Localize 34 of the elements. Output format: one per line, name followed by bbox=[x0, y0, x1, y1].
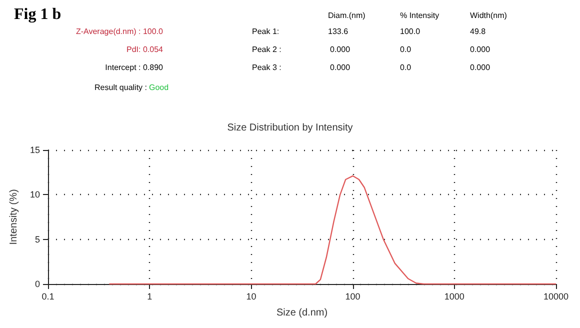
text: 0.0 bbox=[400, 44, 412, 55]
y-tick-label: 5 bbox=[34, 234, 40, 244]
text: Peak 1: bbox=[252, 26, 280, 37]
caption: Fig 1 b bbox=[14, 6, 62, 24]
text: Width(nm) bbox=[470, 10, 507, 21]
y-axis-title: Intensity (%) bbox=[8, 189, 20, 245]
text: Z-Average(d.nm) : 100.0 bbox=[76, 26, 163, 37]
text: 100.0 bbox=[400, 26, 420, 37]
text: Intercept : 0.890 bbox=[105, 62, 163, 73]
text: 49.8 bbox=[470, 26, 486, 37]
y-tick-label: 10 bbox=[30, 190, 40, 200]
text: Result quality : bbox=[94, 82, 147, 93]
x-tick-label: 1 bbox=[147, 292, 152, 302]
x-tick-label: 10000 bbox=[543, 292, 569, 302]
text: 0.000 bbox=[330, 62, 350, 73]
x-tick-label: 0.1 bbox=[42, 292, 54, 302]
text: Peak 2 : bbox=[252, 44, 282, 55]
text: 133.6 bbox=[328, 26, 348, 37]
x-tick-label: 10 bbox=[246, 292, 256, 302]
text: Diam.(nm) bbox=[328, 10, 366, 21]
x-tick-label: 1000 bbox=[444, 292, 464, 302]
text: 0.000 bbox=[470, 44, 490, 55]
text: Good bbox=[149, 82, 169, 93]
text: % Intensity bbox=[400, 10, 440, 21]
text: 0.000 bbox=[470, 62, 490, 73]
text: Peak 3 : bbox=[252, 62, 282, 73]
text: 0.000 bbox=[330, 44, 350, 55]
chart-title: Size Distribution by Intensity bbox=[227, 122, 353, 134]
x-axis-title: Size (d.nm) bbox=[276, 308, 328, 318]
y-tick-label: 15 bbox=[30, 145, 40, 155]
text: 0.0 bbox=[400, 62, 412, 73]
text: PdI: 0.054 bbox=[126, 44, 163, 55]
x-tick-label: 100 bbox=[345, 292, 360, 302]
y-tick-label: 0 bbox=[34, 279, 40, 289]
